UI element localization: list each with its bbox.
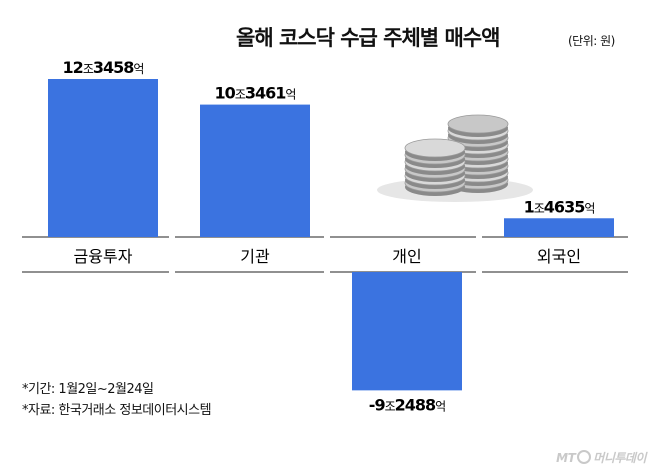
bar [504, 218, 614, 237]
value-label: -9조2488억 [369, 395, 445, 414]
brand-logo-icon [577, 450, 592, 464]
category-label: 외국인 [537, 247, 581, 266]
bar [200, 104, 310, 237]
bar [352, 272, 462, 391]
category-label: 개인 [392, 247, 421, 266]
bar [48, 79, 158, 237]
credit: MT 머니투데이 [556, 449, 646, 466]
coins-icon [377, 114, 533, 202]
category-label: 금융투자 [74, 247, 133, 266]
credit-brand: MT [556, 451, 576, 465]
category-label: 기관 [240, 247, 270, 266]
chart-title: 올해 코스닥 수급 주체별 매수액 [236, 26, 500, 50]
coin-face [447, 114, 509, 134]
value-label: 1조4635억 [524, 197, 595, 216]
coin-face [404, 138, 466, 158]
value-label: 12조3458억 [63, 58, 144, 77]
credit-name: 머니투데이 [593, 451, 646, 465]
period-note: *기간: 1월2일~2월24일 [22, 382, 154, 397]
value-label: 10조3461억 [215, 84, 296, 103]
unit-note: (단위: 원) [568, 34, 615, 48]
source-note: *자료: 한국거래소 정보데이터시스템 [22, 403, 212, 418]
